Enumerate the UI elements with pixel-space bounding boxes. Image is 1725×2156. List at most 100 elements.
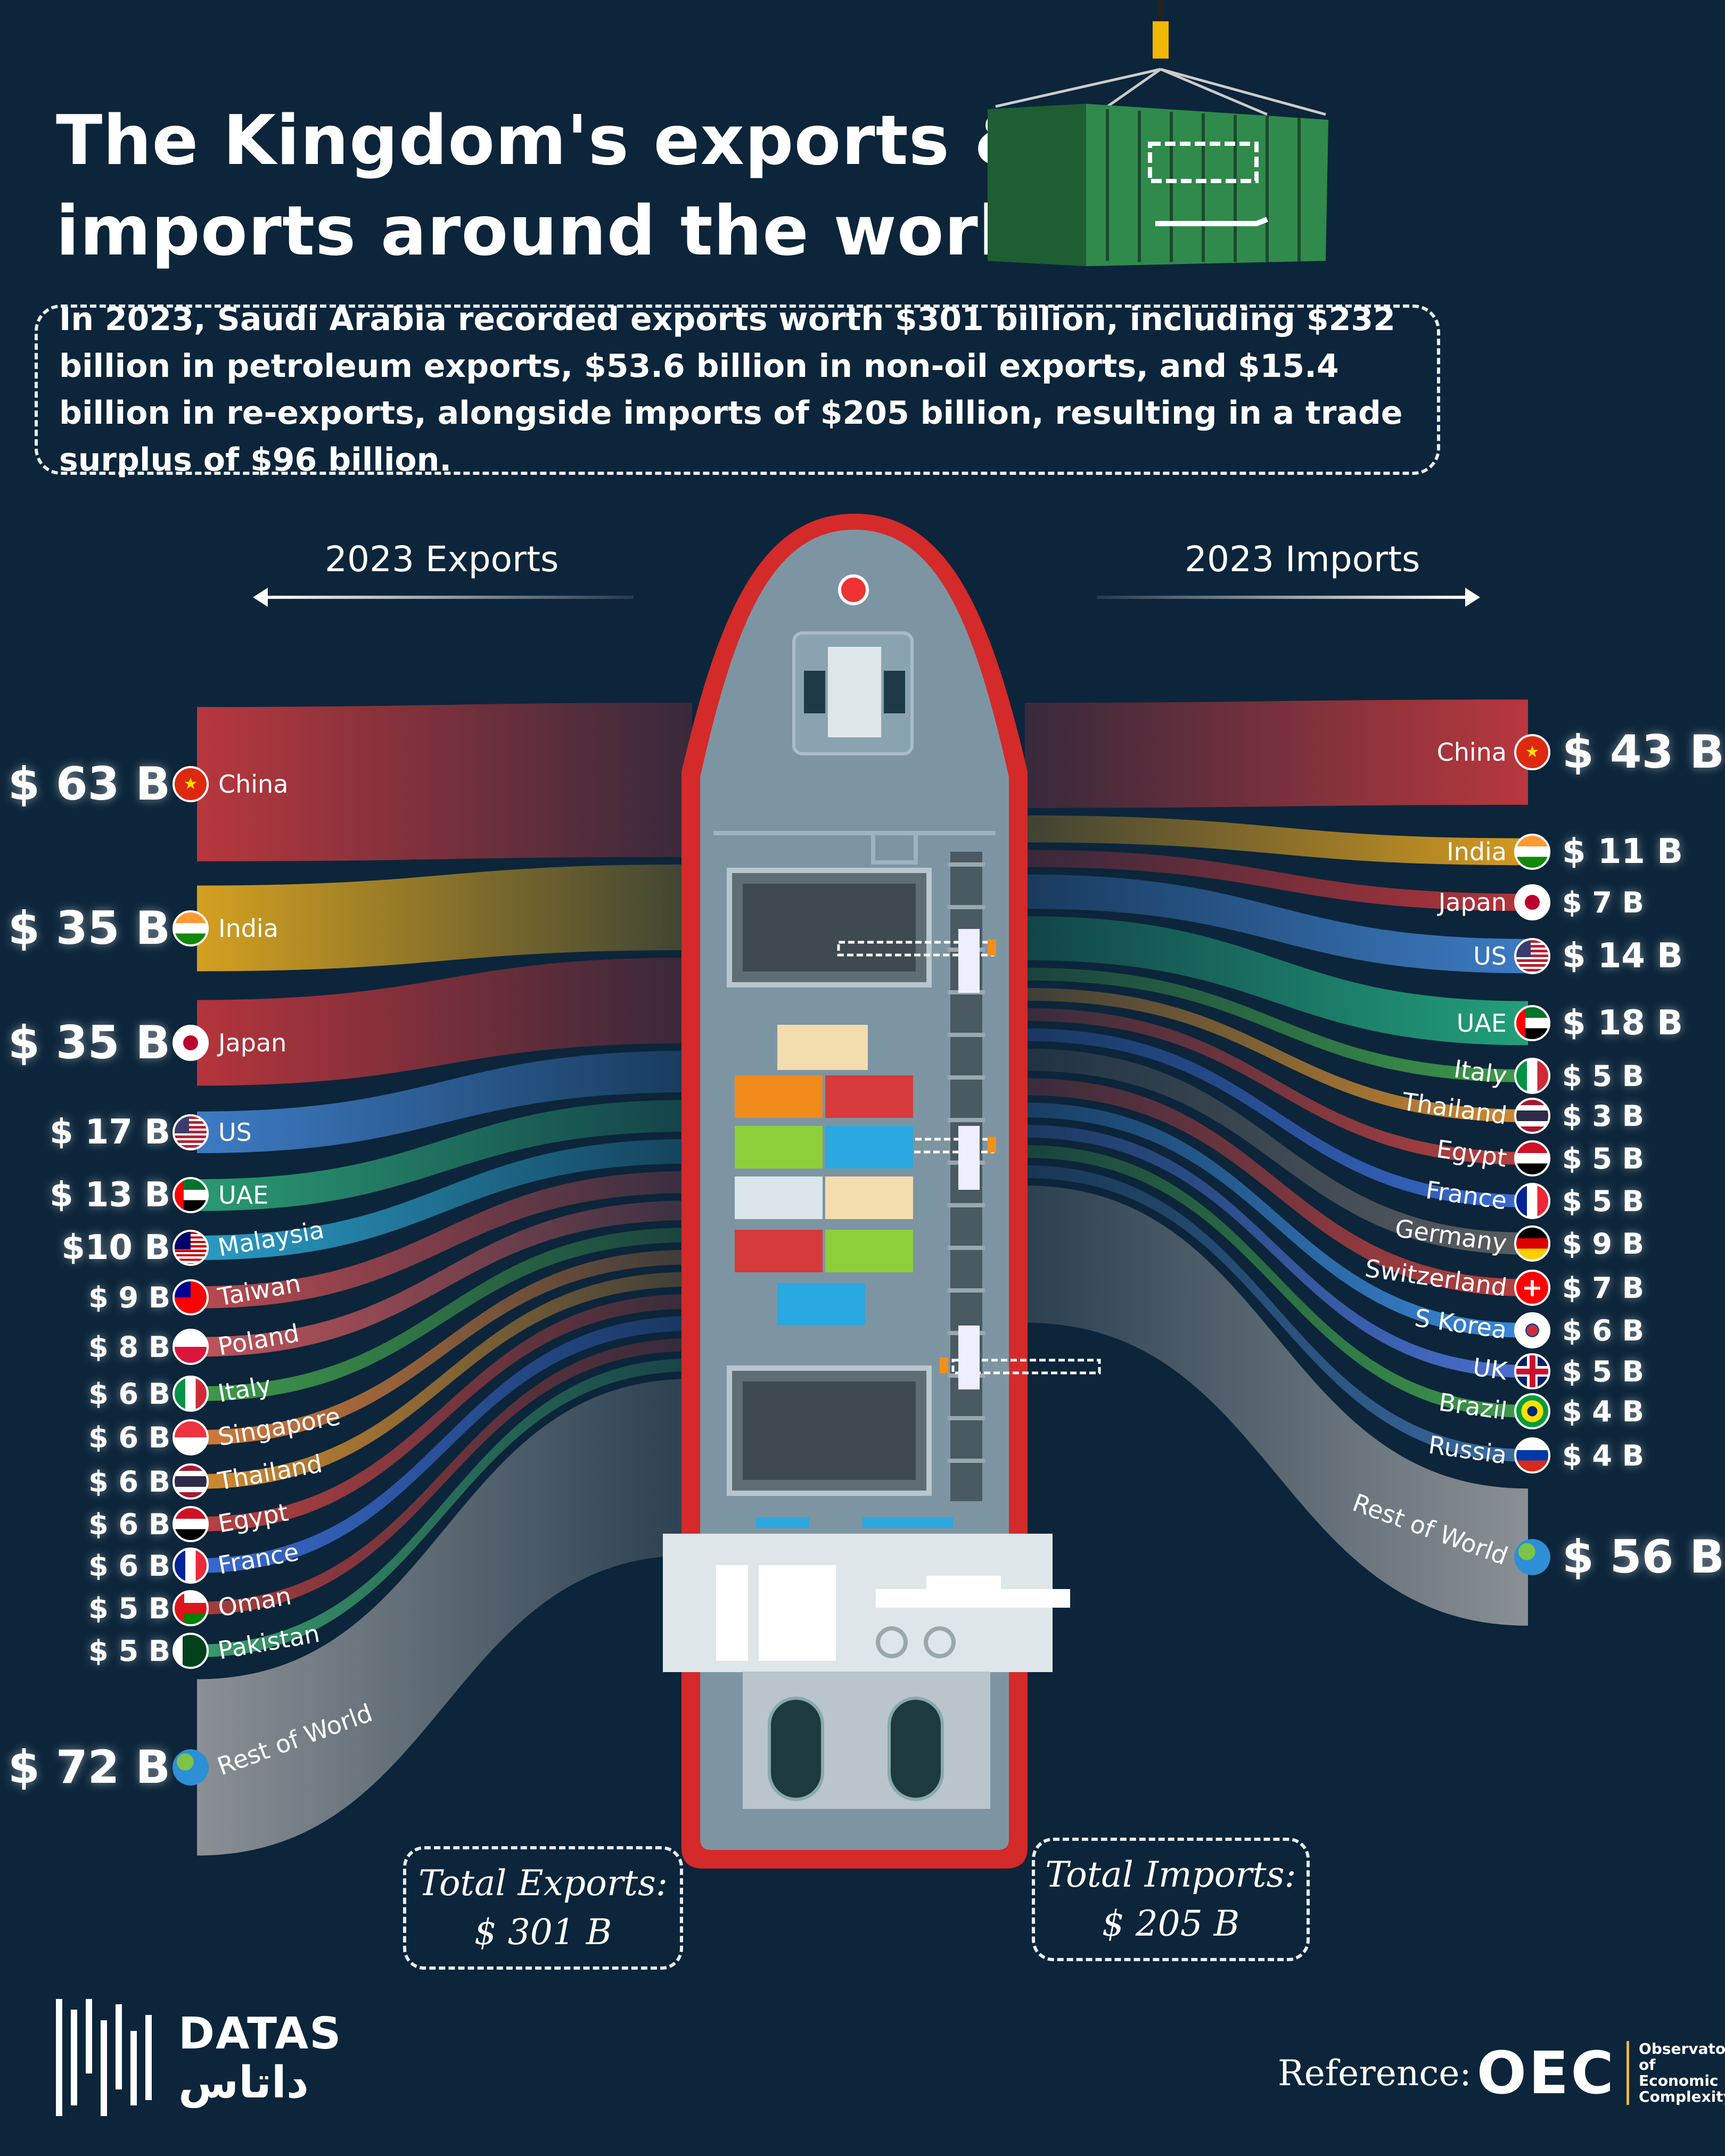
total-exports-box: Total Exports: $ 301 B — [403, 1846, 683, 1970]
flag-taiwan-icon — [172, 1279, 209, 1315]
trade-value: $ 4 B — [1562, 1394, 1644, 1428]
exports-arrow — [261, 596, 634, 599]
import-flow-band — [1025, 1165, 1528, 1462]
import-row: S Korea $ 6 B — [1225, 1303, 1725, 1357]
flag-japan-icon — [1514, 884, 1550, 920]
country-name: China — [1436, 738, 1507, 767]
oec-name-line: Observatory of — [1639, 2040, 1725, 2073]
export-row: $10 B Malaysia — [0, 1215, 326, 1274]
export-row: $ 8 B Poland — [0, 1318, 301, 1373]
containers — [735, 1025, 913, 1326]
export-row: $ 63 B ★ China — [0, 758, 288, 811]
location-pin-icon — [838, 574, 869, 605]
oec-logo: OEC — [1476, 2039, 1616, 2107]
import-row: Russia $ 4 B — [1225, 1429, 1725, 1482]
export-flow-band — [197, 1200, 692, 1357]
datas-logo: DATAS داتاس — [56, 1999, 342, 2116]
import-flow-band — [1025, 1008, 1528, 1165]
import-row: UAE $ 18 B — [1225, 997, 1725, 1050]
export-row: $ 6 B Italy — [0, 1367, 273, 1420]
flag-italy-icon — [172, 1376, 209, 1412]
trade-value: $ 5 B — [1562, 1354, 1644, 1388]
summary-text: In 2023, Saudi Arabia recorded exports w… — [59, 301, 1403, 479]
export-flow-band — [197, 1171, 692, 1309]
trade-value: $ 6 B — [88, 1507, 170, 1541]
flag-china-icon: ★ — [1514, 734, 1550, 770]
import-row: Rest of World $ 56 B — [1225, 1488, 1725, 1584]
reference-label: Reference: — [1278, 2052, 1472, 2094]
left-arrowhead-icon — [253, 588, 268, 607]
export-flow-band — [197, 1272, 692, 1489]
export-flow-band — [197, 1228, 692, 1401]
export-flow-band — [197, 1249, 692, 1445]
export-flow-band — [197, 1338, 692, 1615]
country-name: India — [1447, 837, 1507, 866]
sword-icon — [1155, 217, 1268, 226]
shahada-script-icon — [1148, 142, 1259, 183]
trade-value: $ 56 B — [1562, 1530, 1724, 1584]
flag-switzerland-icon: + — [1514, 1270, 1550, 1306]
trade-value: $ 5 B — [1562, 1141, 1644, 1175]
export-row: $ 13 B UAE — [0, 1168, 268, 1222]
flag-russia-icon — [1514, 1437, 1550, 1474]
country-name: Pakistan — [216, 1618, 322, 1665]
country-name: Poland — [216, 1318, 301, 1361]
flag-japan-icon — [172, 1025, 209, 1061]
trade-value: $ 17 B — [50, 1113, 170, 1152]
title-line-1: The Kingdom's exports & — [56, 101, 1034, 180]
import-flow-band — [1025, 916, 1528, 1046]
trade-value: $ 9 B — [1562, 1227, 1644, 1261]
export-row: $ 72 B Rest of World — [0, 1698, 381, 1794]
import-flow-band — [1025, 815, 1528, 866]
country-name: US — [1473, 942, 1507, 970]
flag-us-icon — [172, 1114, 209, 1150]
gantry-cranes — [837, 929, 1101, 1389]
trade-value: $ 35 B — [8, 902, 170, 955]
import-flow-band — [1025, 700, 1528, 808]
country-name: India — [218, 914, 278, 943]
exports-heading: 2023 Exports — [325, 539, 559, 580]
summary-box: In 2023, Saudi Arabia recorded exports w… — [35, 301, 1440, 479]
export-flow-band — [197, 1294, 692, 1532]
datas-bars-icon — [56, 1999, 152, 2116]
export-flow-band — [197, 1359, 692, 1657]
trade-value: $ 7 B — [1562, 885, 1644, 919]
flag-oman-icon — [172, 1590, 209, 1626]
imports-arrow — [1097, 596, 1469, 599]
right-arrowhead-icon — [1465, 588, 1480, 607]
country-name: Egypt — [216, 1497, 291, 1538]
page-title: The Kingdom's exports & imports around t… — [56, 96, 1052, 277]
import-row: China ★ $ 43 B — [1225, 726, 1725, 779]
trade-value: $ 43 B — [1562, 726, 1724, 779]
import-flow-band — [1025, 850, 1528, 911]
import-flow-band — [1025, 1125, 1528, 1378]
export-row: $ 35 B India — [0, 902, 278, 955]
import-flow-band — [1025, 1102, 1528, 1338]
flag-singapore-icon — [172, 1419, 209, 1455]
import-flow-band — [1025, 1078, 1528, 1297]
datas-brand-arabic: داتاس — [178, 2057, 309, 2108]
export-row: $ 5 B Oman — [0, 1581, 293, 1635]
trade-value: $ 6 B — [88, 1420, 170, 1454]
reference: Reference: OEC Observatory of Economic C… — [1278, 2039, 1725, 2107]
trade-value: $ 35 B — [8, 1016, 170, 1069]
trade-value: $ 3 B — [1562, 1099, 1644, 1133]
country-name: Italy — [216, 1370, 273, 1408]
country-name: Thailand — [216, 1449, 325, 1496]
crane-hook-icon — [1153, 21, 1169, 59]
trade-value: $ 4 B — [1562, 1438, 1644, 1472]
flag-egypt-icon — [1514, 1140, 1550, 1176]
export-flow-band — [197, 957, 692, 1086]
flag-france-icon — [172, 1548, 209, 1584]
trade-value: $ 6 B — [88, 1377, 170, 1411]
flag-uk-icon — [1514, 1353, 1550, 1389]
export-row: $ 5 B Pakistan — [0, 1619, 322, 1677]
title-line-2: imports around the world — [56, 192, 1052, 271]
trade-value: $ 11 B — [1562, 832, 1683, 871]
flag-thailand-icon — [172, 1463, 209, 1500]
import-row: Germany $ 9 B — [1225, 1214, 1725, 1270]
import-row: Egypt $ 5 B — [1225, 1132, 1725, 1185]
flag-italy-icon — [1514, 1058, 1550, 1094]
